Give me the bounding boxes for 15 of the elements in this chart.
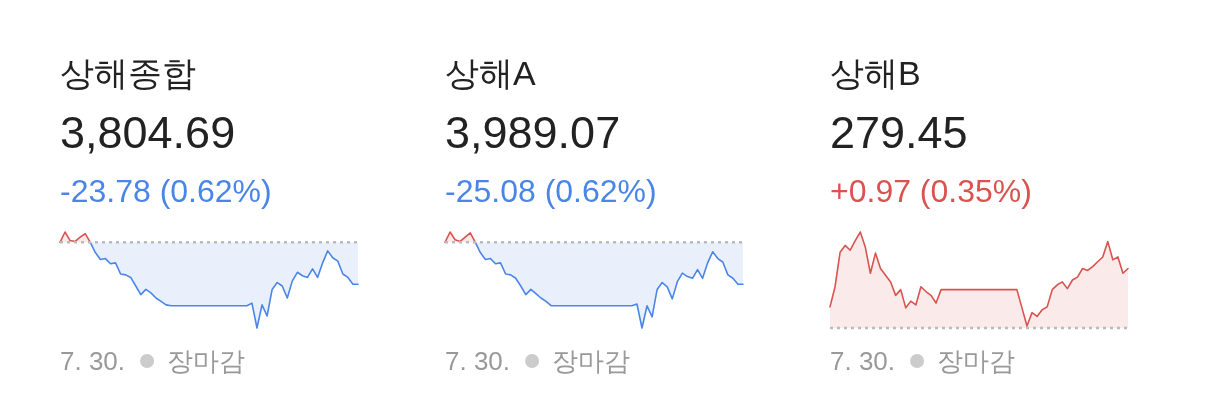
text: 7. 30. <box>445 346 511 376</box>
text: 장마감 <box>937 346 1016 376</box>
text: +0.97 (0.35%) <box>830 173 1032 209</box>
chart-title: 상해종합 <box>60 54 196 92</box>
text: -25.08 (0.62%) <box>445 173 657 209</box>
text: 7. 30. <box>60 346 126 376</box>
chart-subtitle: 3,804.69 <box>60 107 236 158</box>
text: 장마감 <box>167 346 246 376</box>
chart-subtitle: 279.45 <box>830 107 968 158</box>
text: -23.78 (0.62%) <box>60 173 272 209</box>
chart-title: 상해B <box>830 54 921 92</box>
text: 장마감 <box>552 346 631 376</box>
chart-title: 상해A <box>445 54 536 92</box>
chart-subtitle: 3,989.07 <box>445 107 621 158</box>
text: 7. 30. <box>830 346 896 376</box>
